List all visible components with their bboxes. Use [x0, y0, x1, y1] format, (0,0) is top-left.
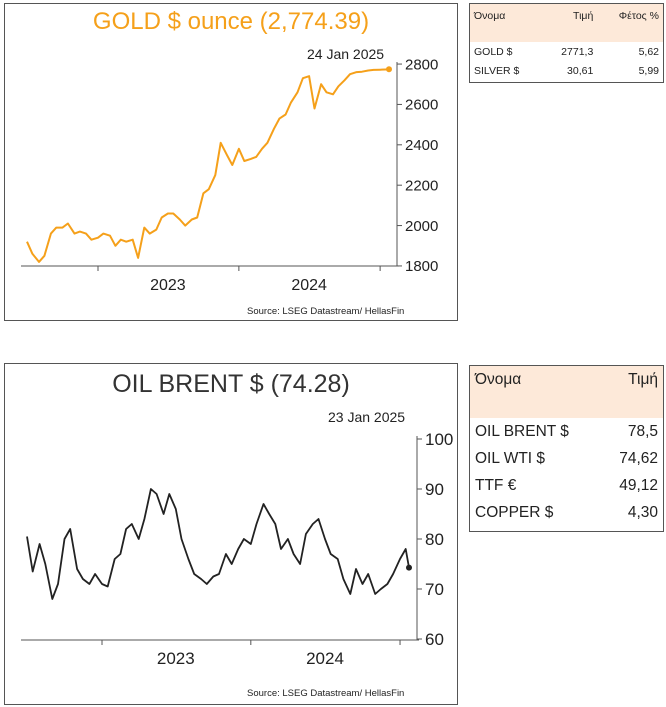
- oil-table-header-name: Όνομα: [475, 371, 522, 388]
- oil-table-cell: 4,30: [627, 503, 658, 521]
- gold-table-cell: GOLD $: [474, 45, 513, 58]
- y-tick-label: 80: [425, 530, 444, 549]
- gold-chart-panel: GOLD $ ounce (2,774.39) 24 Jan 2025 1800…: [4, 3, 458, 321]
- y-tick-label: 1800: [405, 258, 438, 275]
- y-tick-label: 90: [425, 480, 444, 499]
- price-series-line: [26, 488, 410, 600]
- gold-table-cell: 5,62: [638, 45, 659, 58]
- gold-chart-date: 24 Jan 2025: [307, 46, 385, 62]
- gold-line-chart: 1800 2000 2200 2400 2600 2800 2023 2024: [21, 56, 438, 294]
- gold-chart-title: GOLD $ ounce (2,774.39): [92, 8, 370, 35]
- gold-table-cell: 5,99: [638, 64, 659, 77]
- last-value-marker: [386, 66, 392, 73]
- oil-table-cell: TTF €: [475, 476, 517, 494]
- oil-table-row: OIL BRENT $ 78,5: [470, 418, 663, 445]
- last-value-marker: [406, 564, 412, 571]
- oil-line-chart: 60 70 80 90 100 2023 2024: [21, 430, 453, 668]
- oil-table-cell: OIL BRENT $: [475, 422, 569, 440]
- gold-table-cell: SILVER $: [474, 64, 520, 77]
- oil-price-table: Όνομα Τιμή OIL BRENT $ 78,5 OIL WTI $ 74…: [469, 365, 664, 532]
- x-tick-label: 2023: [150, 277, 186, 294]
- gold-table-header-name: Όνομα: [474, 10, 506, 22]
- oil-table-row: OIL WTI $ 74,62: [470, 445, 663, 472]
- x-tick-label: 2024: [306, 649, 344, 668]
- oil-table-cell: 74,62: [619, 449, 658, 467]
- oil-table-header-price: Τιμή: [628, 371, 658, 388]
- oil-chart-title: OIL BRENT $ (74.28): [112, 370, 350, 398]
- gold-table-header-ytd: Φέτος %: [618, 10, 659, 22]
- y-tick-label: 70: [425, 580, 444, 599]
- y-tick-label: 60: [425, 630, 444, 649]
- y-tick-label: 2600: [405, 97, 438, 114]
- y-tick-label: 2000: [405, 218, 438, 235]
- gold-table-row: GOLD $ 2771,3 5,62: [470, 42, 663, 61]
- x-tick-label: 2024: [291, 277, 327, 294]
- x-tick-label: 2023: [157, 649, 195, 668]
- price-series-line: [26, 68, 390, 263]
- gold-table-cell: 30,61: [567, 64, 594, 77]
- gold-table-row: SILVER $ 30,61 5,99: [470, 61, 663, 80]
- y-tick-label: 2400: [405, 137, 438, 154]
- gold-table-cell: 2771,3: [561, 45, 594, 58]
- oil-chart-panel: OIL BRENT $ (74.28) 23 Jan 2025 60 70 80 90…: [4, 363, 458, 705]
- oil-table-cell: 78,5: [627, 422, 658, 440]
- gold-price-table: Όνομα Τιμή Φέτος % GOLD $ 2771,3 5,62 SI…: [469, 3, 664, 83]
- y-tick-label: 2200: [405, 177, 438, 194]
- oil-table-cell: OIL WTI $: [475, 449, 546, 467]
- y-tick-label: 100: [425, 430, 453, 449]
- oil-chart-source: Source: LSEG Datastream/ HellasFin: [247, 688, 405, 699]
- y-tick-label: 2800: [405, 56, 438, 73]
- gold-table-header-price: Τιμή: [573, 10, 594, 22]
- oil-table-cell: 49,12: [619, 476, 658, 494]
- oil-table-cell: COPPER $: [475, 503, 554, 521]
- oil-table-row: TTF € 49,12: [470, 472, 663, 499]
- gold-chart-source: Source: LSEG Datastream/ HellasFin: [247, 306, 405, 317]
- oil-table-row: COPPER $ 4,30: [470, 499, 663, 526]
- oil-chart-date: 23 Jan 2025: [328, 409, 406, 425]
